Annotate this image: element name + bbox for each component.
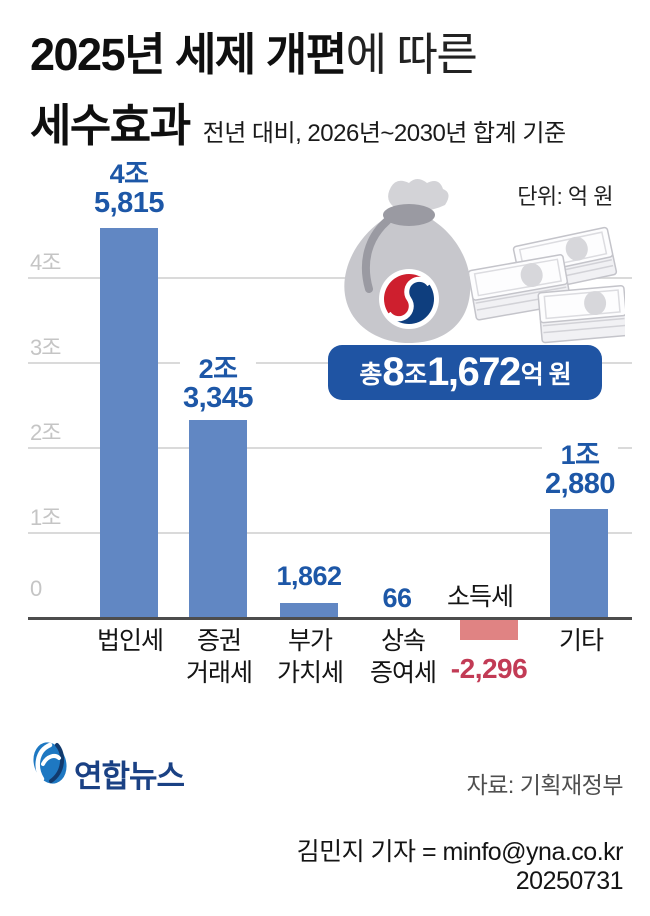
gridline-1jo — [28, 532, 632, 534]
value-label-securities-tax: 2조 3,345 — [179, 354, 257, 414]
page-title-line2: 세수효과 전년 대비, 2026년~2030년 합계 기준 — [30, 89, 566, 154]
government-emblem-icon — [379, 269, 439, 329]
value-label-line: 1조 — [560, 440, 600, 470]
money-bag-illustration — [344, 179, 471, 343]
total-jo-suffix: 조 — [404, 360, 427, 389]
category-etc: 기타 — [558, 627, 604, 655]
bar-income-tax — [460, 620, 518, 640]
reporter-byline: 김민지 기자 = minfo@yna.co.kr — [296, 838, 624, 866]
total-eok-amount: 1,672 — [427, 350, 521, 394]
chart-subtitle: 전년 대비, 2026년~2030년 합계 기준 — [202, 120, 566, 147]
category-vat-line2: 가치세 — [276, 659, 344, 687]
x-axis-baseline — [28, 617, 632, 620]
money-illustration — [344, 179, 625, 344]
bar-vat — [280, 603, 338, 619]
category-income-tax: 소득세 — [446, 583, 514, 611]
yonhap-logo-icon — [33, 742, 67, 784]
gridline-2jo — [28, 447, 632, 449]
title-emphasis-1: 2025년 세제 개편 — [30, 29, 347, 80]
value-label-corporate-tax: 4조 5,815 — [90, 159, 168, 219]
value-label-inheritance-tax: 66 — [379, 584, 415, 613]
category-vat-line1: 부가 — [287, 627, 333, 655]
bar-securities-transaction-tax — [189, 419, 247, 619]
gridline-4jo — [28, 277, 632, 279]
bar-etc — [550, 509, 608, 619]
bar-corporate-tax — [100, 228, 158, 619]
unit-note: 단위: 억 원 — [517, 184, 613, 209]
value-label-line: 5,815 — [93, 186, 165, 219]
ytick-1jo: 1조 — [30, 505, 62, 530]
page-title-line1: 2025년 세제 개편에 따른 — [30, 29, 478, 80]
total-jo-amount: 8 — [382, 350, 404, 394]
source-credit: 자료: 기획재정부 — [466, 772, 624, 798]
total-amount-badge: 총 8 조 1,672 억 원 — [328, 345, 602, 400]
value-label-line: 4조 — [109, 159, 149, 189]
value-label-income-tax: -2,296 — [450, 653, 528, 684]
title-emphasis-2: 세수효과 — [30, 100, 191, 151]
value-label-line: 3,345 — [182, 381, 254, 414]
ytick-4jo: 4조 — [30, 250, 62, 275]
value-label-vat: 1,862 — [273, 562, 345, 591]
ytick-2jo: 2조 — [30, 420, 62, 445]
total-prefix: 총 — [359, 360, 382, 389]
title-rest-1: 에 따른 — [345, 29, 478, 80]
value-label-etc: 1조 2,880 — [541, 440, 619, 500]
banknotes-illustration — [467, 226, 625, 344]
ytick-0: 0 — [30, 576, 42, 601]
category-securities-line2: 거래세 — [185, 659, 253, 687]
category-corporate-tax: 법인세 — [96, 627, 164, 655]
ytick-3jo: 3조 — [30, 335, 62, 360]
category-inheritance-line1: 상속 — [380, 627, 426, 655]
category-inheritance-line2: 증여세 — [369, 659, 437, 687]
yonhap-logo-text: 연합뉴스 — [74, 759, 185, 794]
value-label-line: 2,880 — [544, 467, 616, 500]
category-securities-line1: 증권 — [196, 627, 242, 655]
publication-date: 20250731 — [515, 867, 624, 895]
value-label-line: 2조 — [198, 354, 238, 384]
total-suffix: 억 원 — [520, 360, 572, 389]
